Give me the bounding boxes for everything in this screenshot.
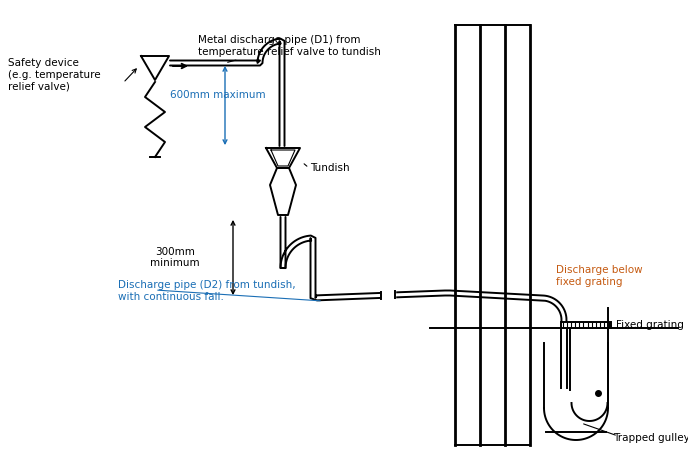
Text: Fixed grating: Fixed grating — [616, 320, 683, 330]
Text: 300mm
minimum: 300mm minimum — [150, 247, 200, 268]
Text: Safety device
(e.g. temperature
relief valve): Safety device (e.g. temperature relief v… — [8, 58, 100, 91]
Text: Trapped gulley: Trapped gulley — [613, 433, 688, 443]
Text: 600mm maximum: 600mm maximum — [170, 90, 266, 100]
Text: Tundish: Tundish — [310, 163, 350, 173]
Text: Discharge below
fixed grating: Discharge below fixed grating — [556, 265, 643, 287]
Bar — [561, 322, 610, 328]
Polygon shape — [381, 287, 395, 303]
Text: Discharge pipe (D2) from tundish,
with continuous fall.: Discharge pipe (D2) from tundish, with c… — [118, 280, 296, 301]
Text: Metal discharge pipe (D1) from
temperature relief valve to tundish: Metal discharge pipe (D1) from temperatu… — [198, 35, 381, 63]
